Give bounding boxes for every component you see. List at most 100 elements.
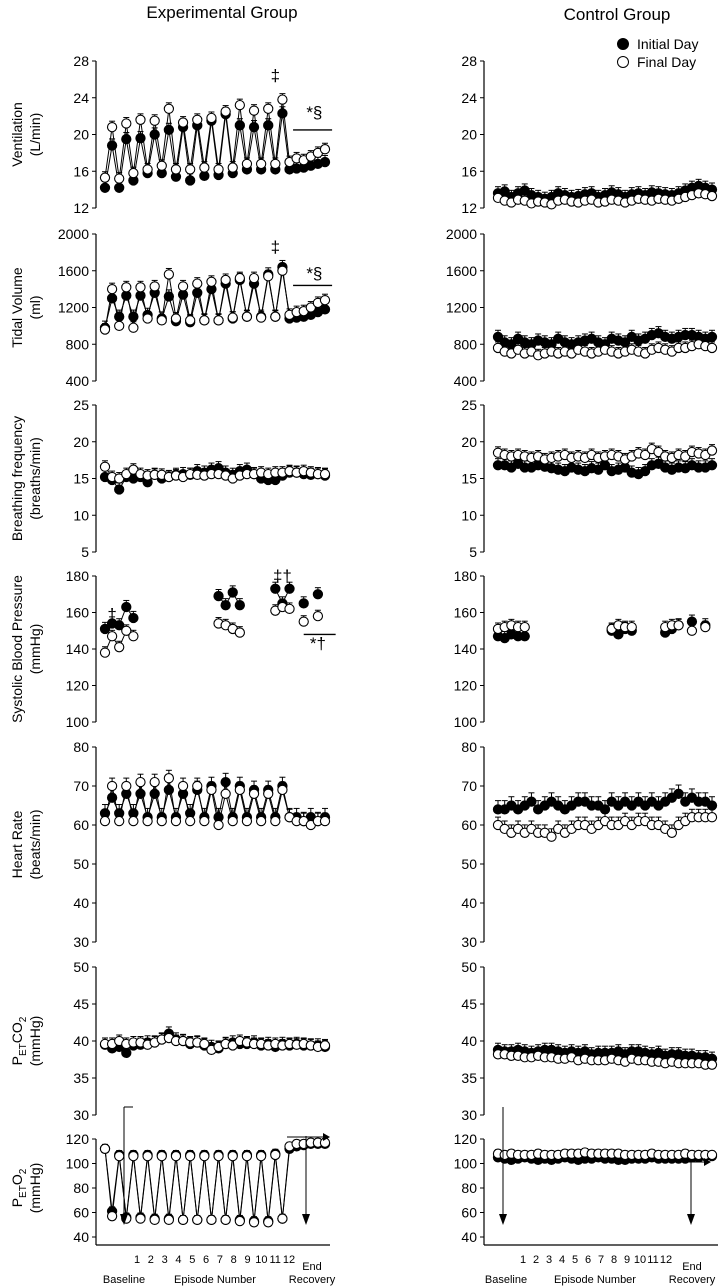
tidal-experimental-point-initial <box>192 287 203 298</box>
ventilation-control-ytick-label: 16 <box>461 163 477 179</box>
hr-experimental-point-final <box>135 776 146 788</box>
control-recovery-arrow-head <box>687 1214 695 1225</box>
co2-ylabel-gas: CO <box>9 1022 25 1043</box>
experimental-episode-tick: 3 <box>162 1254 168 1266</box>
co2-experimental-ytick-label: 40 <box>73 1033 89 1049</box>
experimental-o2-arrows <box>120 1106 330 1225</box>
sbp-experimental-point-initial <box>121 601 132 613</box>
sbp-experimental-point-initial <box>220 600 231 611</box>
freq-control-ytick-label: 15 <box>461 471 477 487</box>
ventilation-experimental-point-final <box>199 162 210 173</box>
hr-control-point-initial <box>673 788 684 799</box>
co2-experimental-ytick-label: 30 <box>73 1107 89 1123</box>
hr-experimental-point-final <box>99 815 111 827</box>
experimental-episode-tick: 4 <box>175 1254 181 1266</box>
freq-control-ytick-label: 10 <box>461 507 477 523</box>
hr-experimental-point-final <box>241 815 253 827</box>
ventilation-experimental-point-final <box>121 118 132 129</box>
sbp-control-ytick-label: 180 <box>454 568 478 584</box>
o2-experimental-point-final <box>227 1151 238 1162</box>
tidal-experimental-point-final <box>206 276 217 287</box>
panel-freq: Breathing frequency (breaths/min) 5 10 15 20 2… <box>9 397 718 560</box>
tidal-experimental-ytick-label: 1600 <box>58 263 89 279</box>
co2-control-ytick-label: 40 <box>461 1033 477 1049</box>
ventilation-experimental-ytick-label: 12 <box>73 200 89 216</box>
o2-ylabel-p: P <box>9 1198 25 1207</box>
ventilation-experimental-point-final <box>241 158 253 170</box>
hr-experimental-ytick-label: 30 <box>73 934 89 950</box>
freq-control-point-final <box>639 449 651 461</box>
control-end-label: End <box>682 1261 702 1273</box>
experimental-episode-tick: 9 <box>244 1254 250 1266</box>
ventilation-ylabel: Ventilation <box>9 102 25 167</box>
panel-ventilation: Ventilation (L/min) 12 16 20 24 28 12 16 20 24 28 ‡ *… <box>9 53 718 216</box>
experimental-episode-tick: 6 <box>203 1254 209 1266</box>
tidal-control-point-final <box>706 342 718 354</box>
hr-control-point-initial <box>706 800 718 811</box>
tidal-ylabel-unit: (ml) <box>27 295 43 319</box>
hr-control-series-final <box>492 808 718 842</box>
ventilation-control-ytick-label: 20 <box>461 127 477 143</box>
o2-control-ytick-label: 40 <box>461 1229 477 1245</box>
hr-experimental-ytick-label: 80 <box>73 739 89 755</box>
sbp-annotation-1: ‡† <box>273 566 292 585</box>
experimental-episode-tick: 1 <box>134 1254 140 1266</box>
sbp-experimental-point-initial <box>213 590 224 602</box>
co2-experimental-point-initial <box>121 1047 132 1058</box>
experimental-recovery-label: Recovery <box>289 1274 336 1286</box>
recovery-arrow-head <box>302 1214 310 1225</box>
tidal-experimental-ytick-label: 800 <box>66 336 90 352</box>
co2-experimental-point-final <box>319 1040 331 1051</box>
sbp-control-ytick-label: 160 <box>454 605 478 621</box>
o2-experimental-point-final <box>99 1143 111 1154</box>
tidal-experimental-series-final <box>99 264 331 335</box>
ventilation-experimental-point-initial <box>263 120 274 131</box>
control-episode-tick: 4 <box>559 1254 565 1266</box>
sbp-experimental-point-final <box>312 611 324 622</box>
ventilation-experimental-ytick-label: 16 <box>73 163 89 179</box>
hr-experimental-point-initial <box>163 784 175 796</box>
o2-experimental-point-final <box>213 1151 224 1162</box>
experimental-episode-tick: 12 <box>283 1254 295 1266</box>
sbp-experimental-point-final <box>284 603 295 614</box>
hr-experimental-point-final <box>170 815 182 827</box>
hr-experimental-point-final <box>177 780 189 792</box>
sbp-control-point-final <box>626 621 637 633</box>
sbp-control-series-final <box>492 618 711 636</box>
hr-control-ytick-label: 70 <box>461 778 477 794</box>
o2-experimental-point-final <box>234 1215 245 1227</box>
control-episode-tick: 6 <box>585 1254 591 1266</box>
ventilation-experimental-point-initial <box>319 156 331 168</box>
sbp-experimental-point-initial <box>284 583 295 594</box>
tidal-experimental-point-final <box>255 312 267 323</box>
ventilation-experimental-point-final <box>114 173 125 184</box>
ventilation-control-ytick-label: 24 <box>461 90 477 106</box>
ventilation-experimental-point-final <box>220 106 231 117</box>
tidal-control-series-final <box>492 337 718 361</box>
control-episode-tick: 8 <box>611 1254 617 1266</box>
o2-experimental-point-final <box>277 1213 288 1224</box>
experimental-x-axis: Baseline Episode Number End Recovery <box>96 1244 336 1286</box>
tidal-annotation-1: *§ <box>306 264 322 283</box>
ventilation-experimental-point-final <box>213 164 224 175</box>
sbp-experimental-ytick-label: 100 <box>66 714 90 730</box>
sbp-experimental-point-initial <box>227 587 238 598</box>
tidal-experimental-point-final <box>163 269 175 280</box>
co2-control-point-final <box>706 1059 718 1070</box>
sbp-experimental-point-initial <box>99 623 111 635</box>
control-episode-tick: 3 <box>546 1254 552 1266</box>
sbp-experimental-ytick-label: 140 <box>66 641 90 657</box>
hr-experimental-point-final <box>156 815 167 827</box>
o2-experimental-point-final <box>220 1214 231 1225</box>
freq-control-ytick-label: 20 <box>461 434 477 450</box>
o2-experimental-point-final <box>135 1213 146 1224</box>
o2-experimental-ytick-label: 100 <box>66 1156 90 1172</box>
ventilation-experimental-point-initial <box>185 175 196 186</box>
control-o2-arrows <box>499 1107 711 1225</box>
hr-experimental-point-initial <box>220 776 231 788</box>
o2-experimental-series-final <box>99 1137 331 1228</box>
co2-experimental-ytick-label: 45 <box>73 996 89 1012</box>
hr-control-ytick-label: 60 <box>461 817 477 833</box>
tidal-experimental-point-final <box>199 315 210 326</box>
hr-experimental-point-final <box>213 819 224 831</box>
